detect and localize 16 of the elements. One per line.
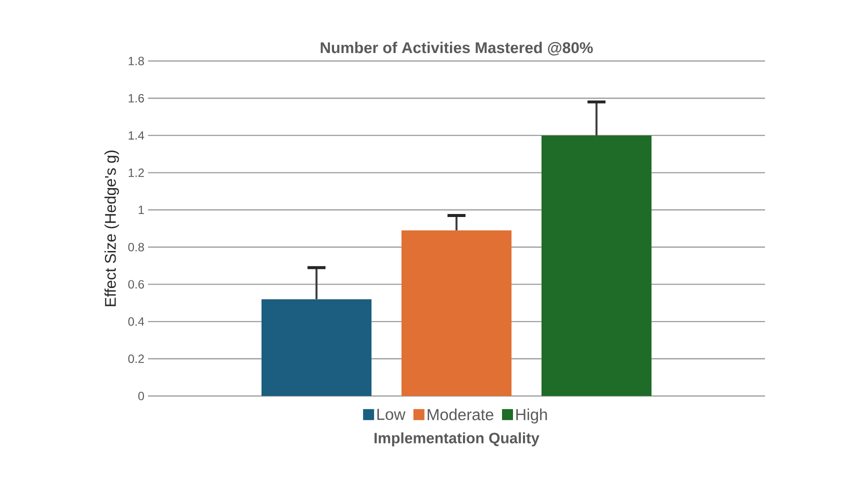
y-tick-label: 1.2	[128, 168, 144, 177]
y-tick-label: 0.6	[128, 280, 144, 289]
legend-label: Low	[377, 408, 406, 420]
y-tick-label: 0.8	[128, 242, 144, 252]
chart-title: Number of Activities Mastered @80%	[320, 42, 593, 56]
y-tick-label: 0.2	[128, 354, 144, 364]
y-tick-label: 1.4	[128, 131, 144, 140]
y-tick-label: 1.6	[128, 94, 144, 102]
y-axis-title: Effect Size (Hedge's g)	[104, 150, 119, 306]
x-axis-title: Implementation Quality	[374, 432, 540, 446]
legend-label: Moderate	[428, 408, 494, 420]
y-tick-label: 0	[138, 392, 144, 400]
y-tick-label: 1.8	[128, 56, 144, 66]
y-tick-label: 0.4	[128, 317, 144, 326]
y-tick-label: 1	[138, 206, 144, 214]
legend-label: High	[516, 408, 547, 424]
